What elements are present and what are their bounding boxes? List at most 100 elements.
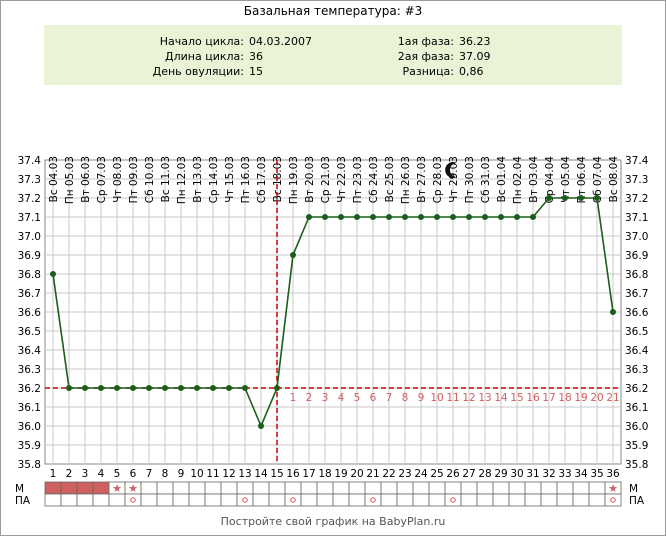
- phase2-day-label: 9: [418, 392, 425, 404]
- phase2-day-label: 4: [338, 392, 345, 404]
- date-label: Ср 28.03: [432, 156, 444, 203]
- date-label: Вс 01.04: [496, 156, 508, 203]
- y-tick-label-left: 35.8: [18, 459, 41, 471]
- m-row-cell: [508, 481, 526, 495]
- m-row-cell: [364, 481, 382, 495]
- cycle-length-value: 36: [249, 50, 263, 63]
- day-number-label: 4: [98, 468, 105, 480]
- m-row-cell: [140, 481, 158, 495]
- temperature-point: [610, 309, 616, 315]
- date-label: Вт 03.04: [528, 156, 540, 203]
- day-number-label: 35: [590, 468, 603, 480]
- chart-title: Базальная температура: #3: [243, 4, 423, 18]
- day-number-label: 14: [254, 468, 268, 480]
- day-number-label: 7: [146, 468, 153, 480]
- temperature-point: [482, 214, 488, 220]
- day-number-label: 16: [286, 468, 300, 480]
- pa-row-cell: [412, 493, 430, 507]
- phase2-label: 2ая фаза:: [397, 50, 454, 63]
- m-row-cell: [92, 481, 110, 495]
- pa-row-cell: [396, 493, 414, 507]
- footer-link-text[interactable]: Постройте свой график на BabyPlan.ru: [220, 515, 446, 528]
- temperature-point: [162, 385, 168, 391]
- phase1-label: 1ая фаза:: [397, 35, 454, 48]
- date-label: Вс 04.03: [48, 156, 60, 202]
- date-label: Пн 02.04: [512, 156, 524, 204]
- day-number-label: 33: [558, 468, 571, 480]
- crescent-moon-icon: [445, 161, 457, 178]
- day-number-label: 20: [350, 468, 363, 480]
- ovulation-day-label: День овуляции:: [152, 65, 244, 78]
- day-number-label: 21: [366, 468, 379, 480]
- day-number-label: 11: [206, 468, 219, 480]
- circle-icon: [610, 497, 616, 503]
- cycle-info-panel: Начало цикла: 04.03.2007 Длина цикла: 36…: [44, 25, 622, 85]
- temperature-point: [146, 385, 152, 391]
- day-number-label: 19: [334, 468, 347, 480]
- y-tick-label-right: 36.9: [625, 250, 648, 262]
- day-number-label: 8: [162, 468, 169, 480]
- pa-row-cell: [428, 493, 446, 507]
- temperature-point: [578, 195, 584, 201]
- m-row-cell: [44, 481, 62, 495]
- date-label: Пн 26.03: [400, 156, 412, 204]
- date-label: Сб 31.03: [480, 156, 492, 203]
- day-number-label: 29: [494, 468, 507, 480]
- date-label: Пн 05.03: [64, 156, 76, 204]
- star-icon: ★: [112, 482, 122, 495]
- temperature-point: [370, 214, 376, 220]
- day-number-label: 36: [606, 468, 620, 480]
- phase2-day-label: 17: [542, 392, 555, 404]
- y-tick-label-left: 37.3: [18, 174, 41, 186]
- phase2-day-label: 20: [590, 392, 603, 404]
- temperature-point: [274, 385, 280, 391]
- day-number-label: 27: [462, 468, 475, 480]
- m-row-cell: [348, 481, 366, 495]
- date-label: Пт 06.04: [576, 156, 588, 204]
- m-row-cell: [380, 481, 398, 495]
- temperature-point: [210, 385, 216, 391]
- temperature-point: [466, 214, 472, 220]
- ovulation-day-value: 15: [249, 65, 263, 78]
- date-label: Пт 30.03: [464, 156, 476, 203]
- pa-row-cell: [252, 493, 270, 507]
- temperature-point: [114, 385, 120, 391]
- phase2-day-label: 21: [606, 392, 619, 404]
- y-tick-label-right: 37.1: [625, 212, 648, 224]
- temperature-point: [514, 214, 520, 220]
- y-tick-label-left: 36.0: [18, 421, 41, 433]
- y-tick-label-right: 36.4: [625, 345, 649, 357]
- pa-row-cell: [284, 493, 302, 507]
- m-row-cell: [476, 481, 494, 495]
- date-label: Сб 07.04: [592, 156, 604, 204]
- m-row-cell: [316, 481, 334, 495]
- cycle-start-label: Начало цикла:: [159, 35, 244, 48]
- day-number-label: 13: [238, 468, 251, 480]
- day-number-label: 32: [542, 468, 555, 480]
- temperature-point: [450, 214, 456, 220]
- phase2-day-label: 14: [494, 392, 508, 404]
- temperature-point: [66, 385, 72, 391]
- y-tick-label-right: 37.0: [625, 231, 648, 243]
- y-tick-label-left: 37.0: [18, 231, 41, 243]
- date-label: Вс 08.04: [608, 156, 620, 203]
- temperature-point: [130, 385, 136, 391]
- phase2-day-label: 18: [558, 392, 571, 404]
- temperature-point: [306, 214, 312, 220]
- date-label: Пт 16.03: [240, 156, 252, 203]
- pa-row-cell: [476, 493, 494, 507]
- star-icon: ★: [128, 482, 138, 495]
- date-label: Сб 17.03: [256, 156, 268, 203]
- date-label: Чт 15.03: [224, 156, 236, 203]
- m-row-cell: [284, 481, 302, 495]
- pa-row-cell: [76, 493, 94, 507]
- day-number-label: 26: [446, 468, 460, 480]
- m-row-cell: [252, 481, 270, 495]
- phase2-day-label: 5: [354, 392, 361, 404]
- m-row-cell: [188, 481, 206, 495]
- row-label-pa-right: ПА: [629, 495, 645, 507]
- y-tick-label-left: 36.4: [18, 345, 42, 357]
- day-number-label: 18: [318, 468, 331, 480]
- m-row-cell: [412, 481, 430, 495]
- y-tick-label-right: 36.7: [625, 288, 648, 300]
